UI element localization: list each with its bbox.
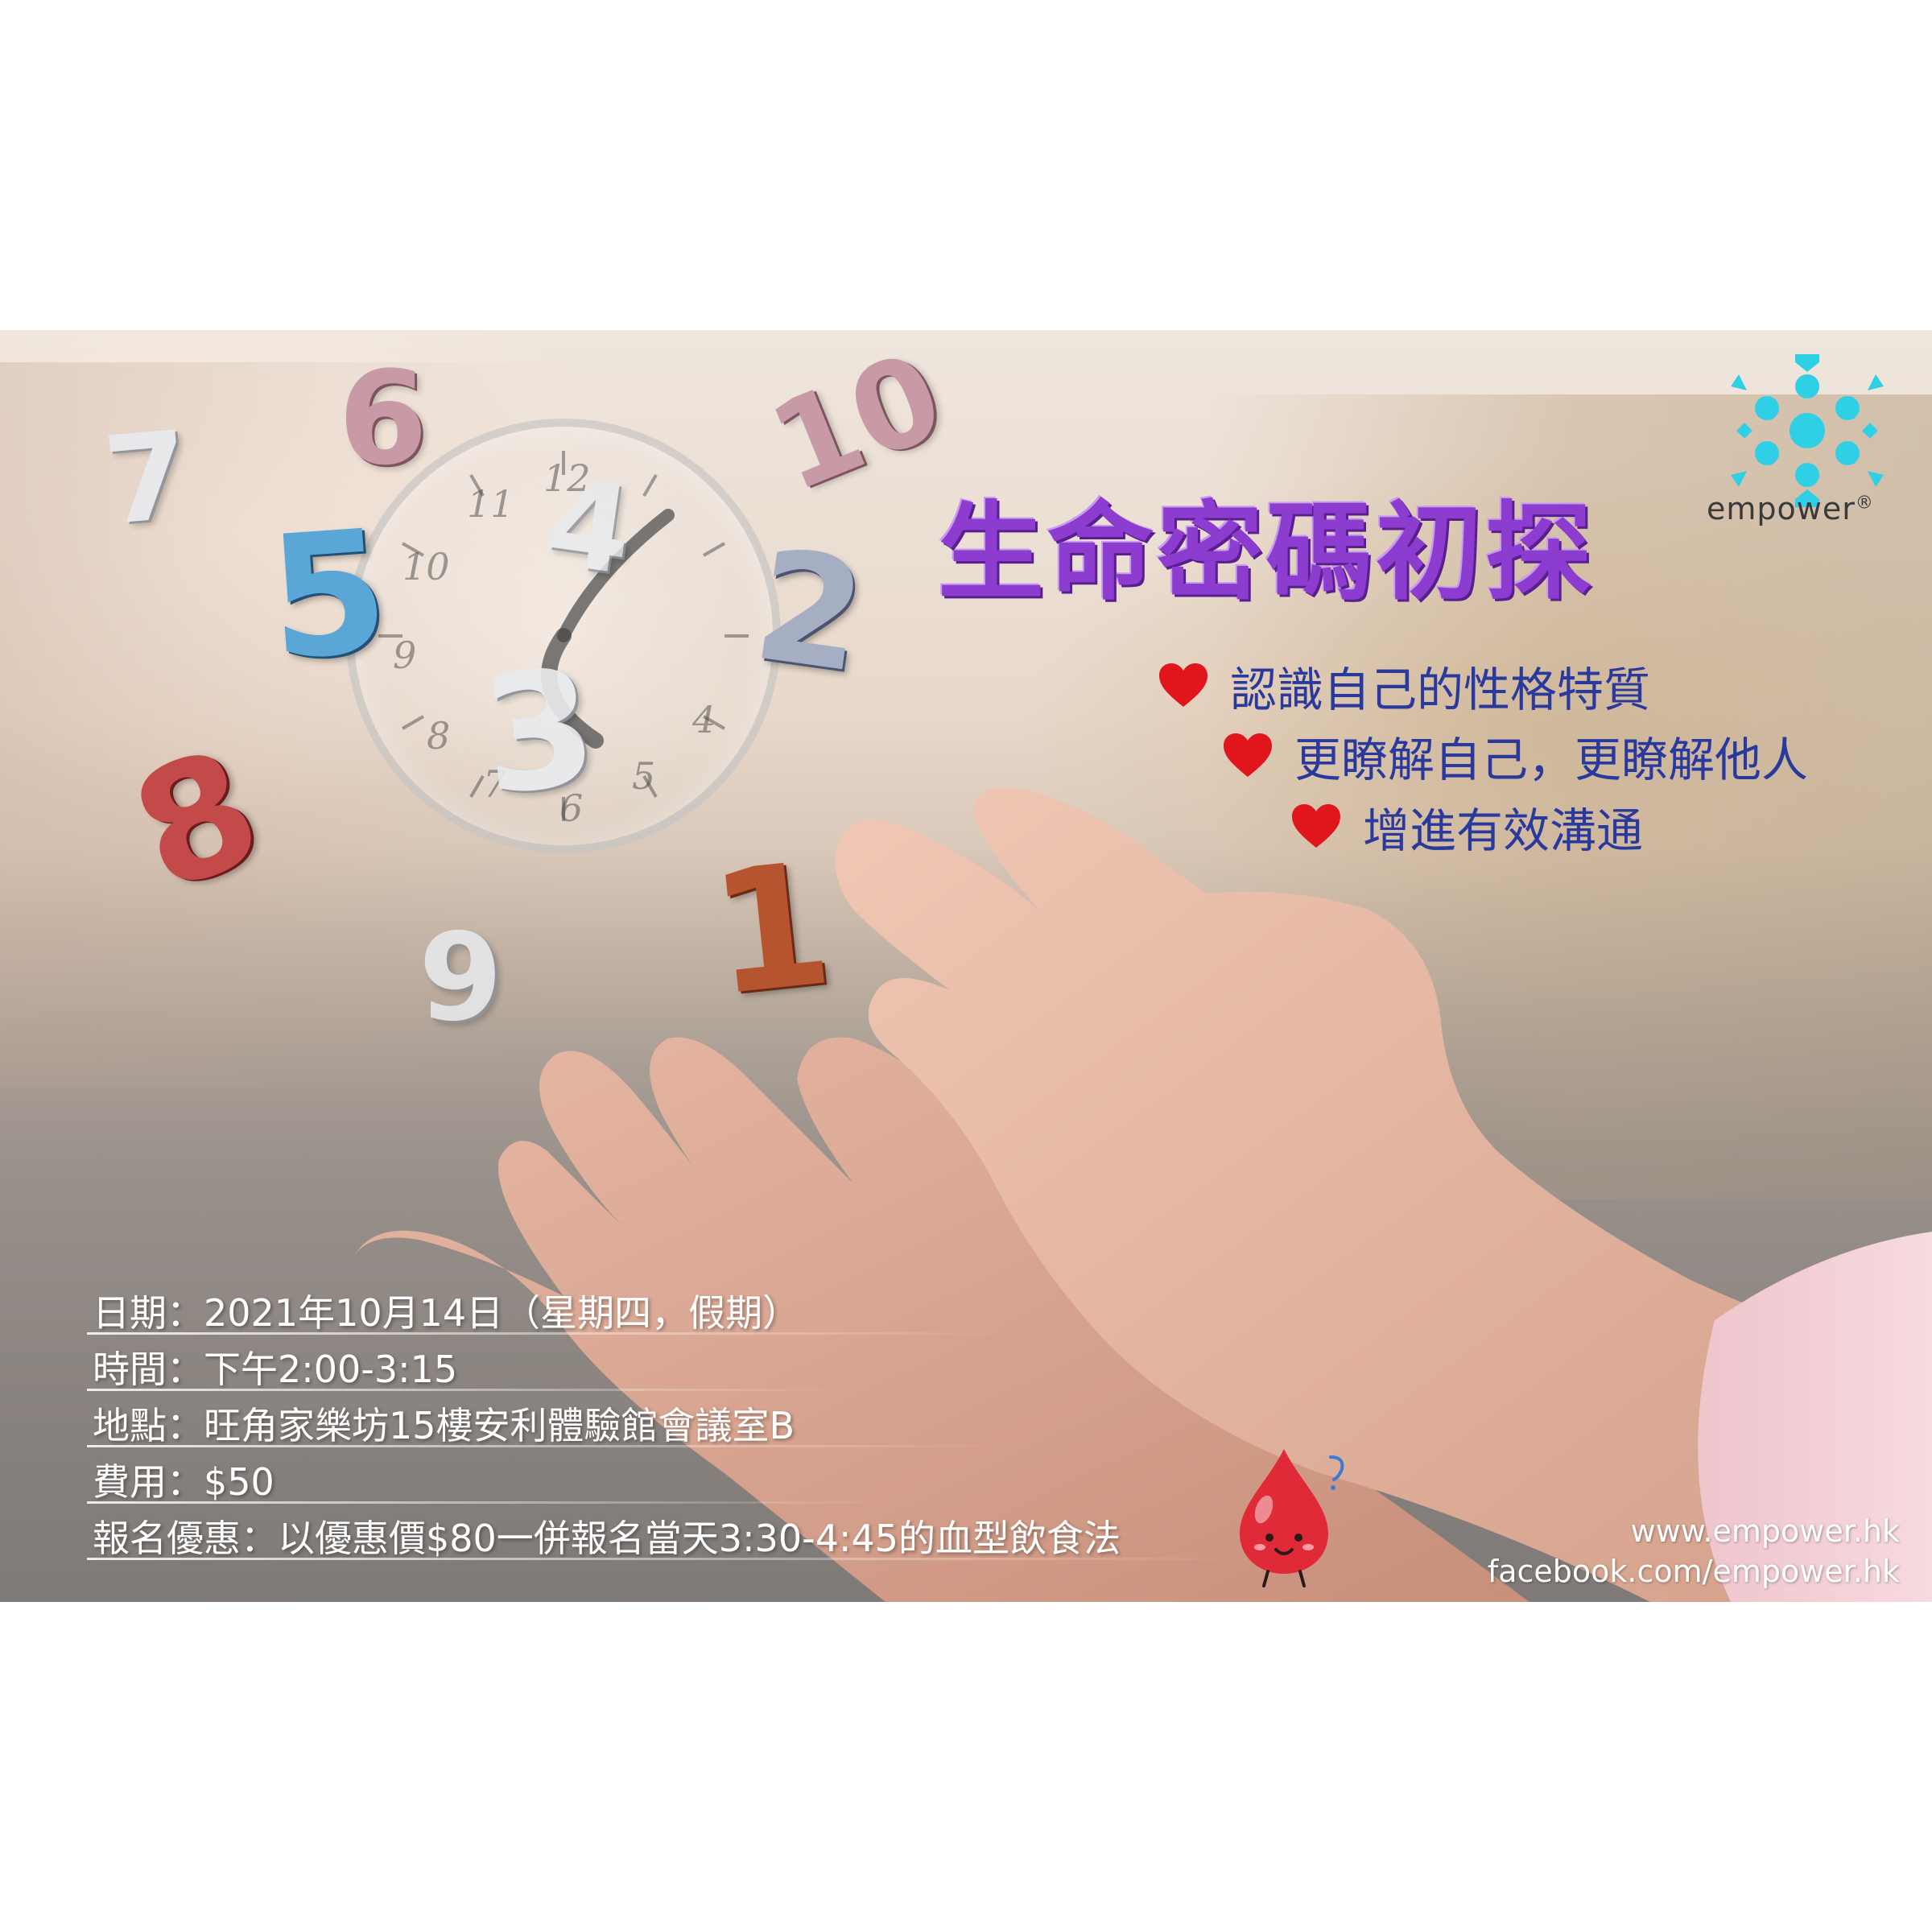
website-url: www.empower.hk: [1630, 1513, 1900, 1549]
clock-number: 7: [483, 762, 507, 806]
detail-divider: [87, 1389, 852, 1391]
facebook-url: facebook.com/empower.hk: [1487, 1554, 1900, 1589]
clock-number: 10: [402, 545, 450, 588]
clock-number: 4: [691, 698, 716, 741]
detail-offer: 報名優惠：以優惠價$80一併報名當天3:30-4:45的血型飲食法: [93, 1517, 1121, 1560]
floating-number-6: 6: [338, 343, 428, 493]
clock-number: 11: [467, 482, 514, 526]
hands-illustration: [354, 787, 1932, 1602]
floating-number-9: 9: [419, 908, 503, 1048]
clock-number: 12: [543, 456, 591, 500]
detail-venue: 地點：旺角家樂坊15樓安利體驗館會議室B: [93, 1404, 795, 1447]
heart-icon: [1159, 663, 1208, 707]
bullet-text: 認識自己的性格特質: [1230, 663, 1651, 717]
bullet-item: 認識自己的性格特質: [1159, 652, 1650, 720]
bullet-text: 更瞭解自己，更瞭解他人: [1294, 733, 1809, 787]
bullet-item: 更瞭解自己，更瞭解他人: [1224, 722, 1808, 790]
clock-number: 6: [559, 786, 583, 830]
bullet-item: 增進有效溝通: [1292, 793, 1643, 861]
clock-number: 9: [393, 634, 416, 677]
heart-icon: [1224, 733, 1272, 777]
detail-divider: [87, 1501, 892, 1504]
detail-time: 時間：下午2:00-3:15: [93, 1348, 458, 1391]
poster-title: 生命密碼初探: [938, 490, 1595, 615]
clock-graphic: 12 11 10 9 8 7 6 5 4: [346, 419, 781, 853]
detail-divider: [87, 1558, 1254, 1560]
logo-wordmark: empower®: [1707, 491, 1874, 526]
bullet-text: 增進有效溝通: [1363, 803, 1644, 858]
heart-icon: [1292, 804, 1340, 848]
poster: 12 11 10 9 8 7 6 5 4 7 6 10 5 2 3 4 8 9 …: [0, 330, 1932, 1602]
empower-logo-icon: [1731, 354, 1884, 507]
detail-date: 日期：2021年10月14日（星期四，假期）: [93, 1291, 800, 1335]
detail-divider: [87, 1332, 1013, 1335]
clock-number: 8: [427, 714, 450, 758]
detail-fee: 費用：$50: [93, 1460, 275, 1504]
clock-number: 5: [632, 754, 655, 798]
detail-divider: [87, 1445, 1013, 1447]
blood-drop-mascot-icon: [1240, 1449, 1344, 1587]
